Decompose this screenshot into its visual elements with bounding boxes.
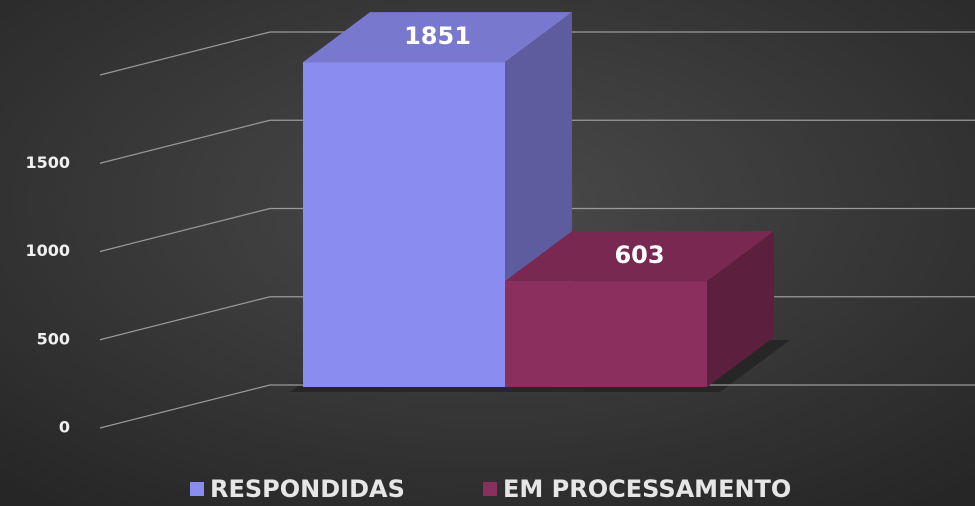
grid-line	[99, 207, 975, 253]
bar-side	[707, 231, 774, 387]
bar-top	[505, 231, 774, 282]
y-tick-label: 1000	[25, 241, 70, 260]
grid-line	[99, 119, 975, 164]
legend-label: RESPONDIDAS	[210, 475, 405, 503]
bar	[303, 62, 505, 387]
y-tick-label: 500	[37, 329, 70, 348]
legend-swatch	[483, 482, 497, 496]
value-label: 603	[614, 241, 664, 269]
legend-label: EM PROCESSAMENTO	[503, 475, 791, 503]
bar-top	[303, 12, 572, 63]
y-tick-label: 0	[59, 418, 70, 437]
value-label: 1851	[404, 22, 471, 50]
grid-line	[99, 31, 975, 76]
legend-swatch	[190, 482, 204, 496]
bar	[505, 281, 707, 387]
y-tick-label: 1500	[25, 153, 70, 172]
grid-line	[99, 384, 975, 429]
